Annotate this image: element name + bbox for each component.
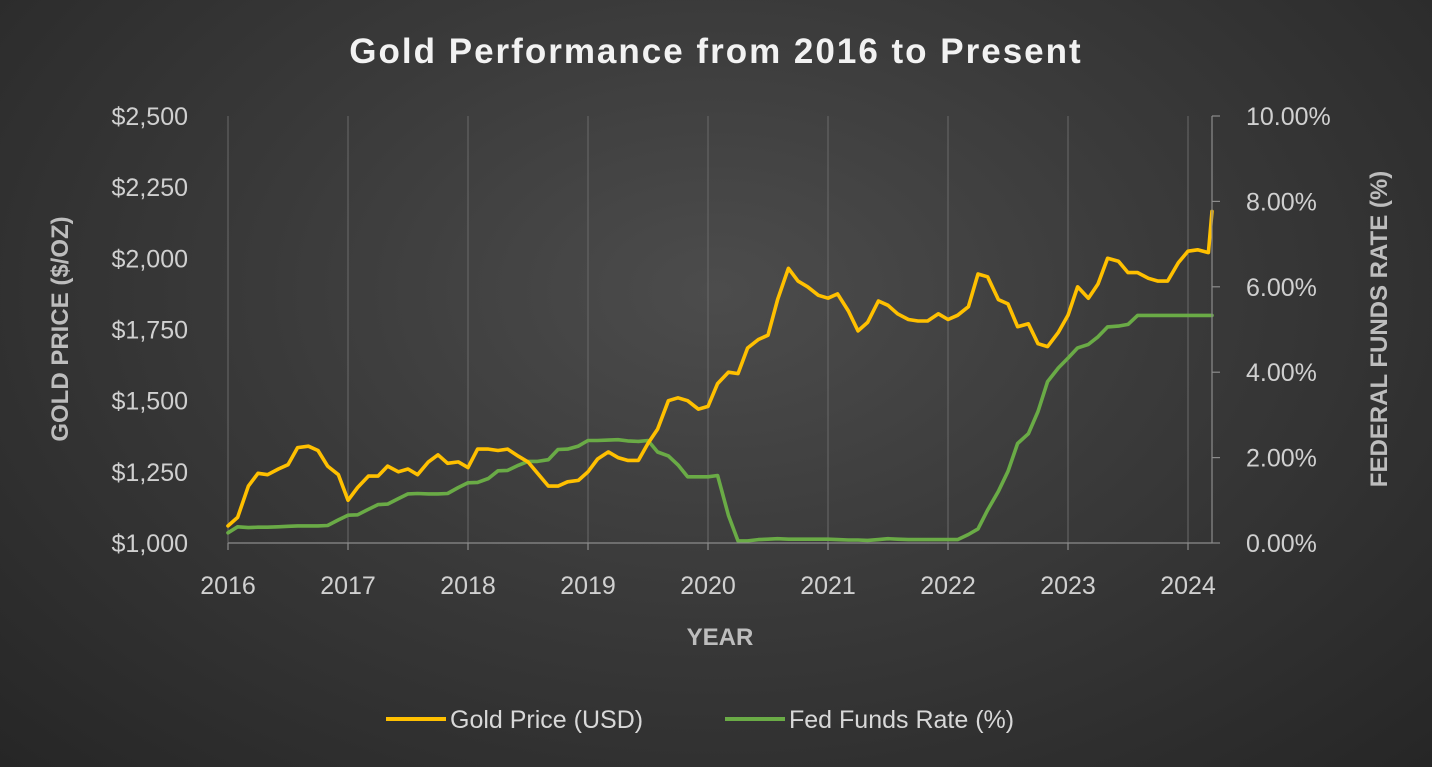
legend: Gold Price (USD) Fed Funds Rate (%) bbox=[386, 706, 1014, 734]
y-tick-label: $1,000 bbox=[112, 530, 188, 558]
legend-label-fed: Fed Funds Rate (%) bbox=[789, 706, 1014, 734]
legend-label-gold: Gold Price (USD) bbox=[450, 706, 643, 734]
x-tick-label: 2017 bbox=[320, 572, 376, 600]
chart-title: Gold Performance from 2016 to Present bbox=[349, 32, 1082, 71]
y-tick-label: $2,250 bbox=[112, 174, 188, 202]
fed-funds-rate-line bbox=[226, 313, 1214, 543]
x-tick-label: 2021 bbox=[800, 572, 856, 600]
y2-tick-labels: 0.00% 2.00% 4.00% 6.00% 8.00% 10.00% bbox=[1212, 103, 1331, 558]
gold-price-line bbox=[226, 209, 1214, 528]
y-tick-label: $2,500 bbox=[112, 103, 188, 131]
y2-tick-label: 10.00% bbox=[1246, 103, 1331, 131]
y2-tick-label: 4.00% bbox=[1246, 359, 1317, 387]
x-tick-label: 2024 bbox=[1160, 572, 1216, 600]
x-axis-title: YEAR bbox=[687, 624, 754, 651]
y2-tick-label: 8.00% bbox=[1246, 188, 1317, 216]
y-tick-labels: $1,000 $1,250 $1,500 $1,750 $2,000 $2,250 $2,5… bbox=[112, 103, 188, 558]
x-tick-label: 2023 bbox=[1040, 572, 1096, 600]
y-axis-title: GOLD PRICE ($/OZ) bbox=[47, 216, 74, 441]
x-tick-label: 2018 bbox=[440, 572, 496, 600]
x-tick-label: 2022 bbox=[920, 572, 976, 600]
x-tick-label: 2020 bbox=[680, 572, 736, 600]
x-tick-labels: 2016 2017 2018 2019 2020 2021 2022 2023 2024 bbox=[200, 572, 1216, 600]
y2-axis-title: FEDERAL FUNDS RATE (%) bbox=[1366, 171, 1393, 487]
y2-tick-label: 0.00% bbox=[1246, 530, 1317, 558]
y-tick-label: $2,000 bbox=[112, 245, 188, 273]
y-tick-label: $1,750 bbox=[112, 317, 188, 345]
y-tick-label: $1,500 bbox=[112, 388, 188, 416]
gridlines bbox=[227, 116, 1189, 550]
plot-lines bbox=[226, 209, 1214, 543]
x-tick-label: 2016 bbox=[200, 572, 256, 600]
y2-tick-label: 6.00% bbox=[1246, 274, 1317, 302]
y-tick-label: $1,250 bbox=[112, 459, 188, 487]
x-tick-label: 2019 bbox=[560, 572, 616, 600]
y2-tick-label: 2.00% bbox=[1246, 445, 1317, 473]
axes bbox=[228, 116, 1213, 544]
